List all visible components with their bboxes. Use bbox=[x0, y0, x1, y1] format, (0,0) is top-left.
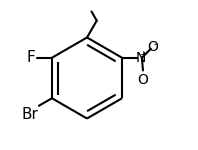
Text: Br: Br bbox=[21, 106, 38, 122]
Text: O: O bbox=[147, 40, 158, 54]
Text: O: O bbox=[138, 73, 148, 87]
Text: N: N bbox=[135, 51, 146, 65]
Text: -: - bbox=[154, 40, 157, 49]
Text: +: + bbox=[140, 50, 147, 59]
Text: F: F bbox=[27, 50, 36, 65]
